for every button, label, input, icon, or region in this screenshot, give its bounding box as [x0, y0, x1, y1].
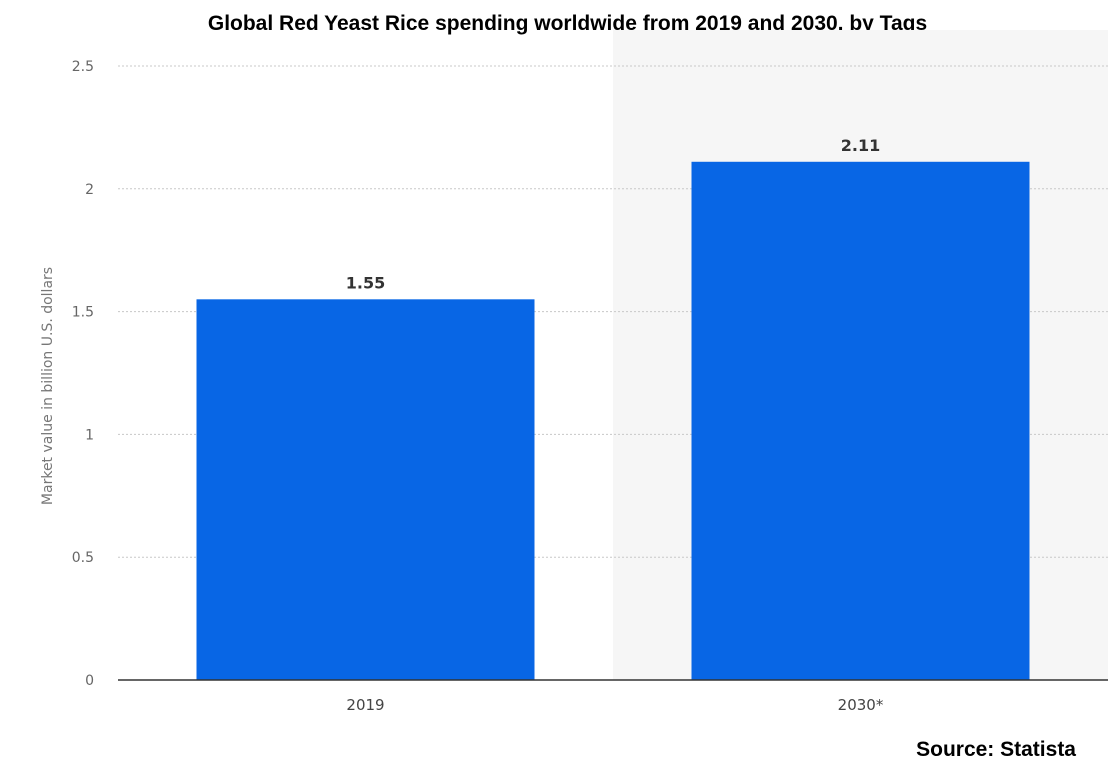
y-axis-label: Market value in billion U.S. dollars — [40, 267, 56, 505]
chart-title: Global Red Yeast Rice spending worldwide… — [207, 12, 928, 35]
data-labels: 1.55 2.11 — [346, 136, 880, 293]
bar — [196, 299, 535, 680]
source-note: Source: Statista — [916, 738, 1076, 761]
data-label: 2.11 — [841, 136, 880, 155]
y-tick-label: 2 — [85, 182, 94, 198]
bar — [691, 161, 1030, 680]
y-tick-label: 0.5 — [72, 550, 94, 566]
x-tick-label: 2030* — [838, 696, 884, 714]
y-tick-label: 1 — [85, 427, 94, 443]
y-tick-label: 2.5 — [72, 59, 94, 75]
bars — [196, 161, 1030, 680]
y-tick-label: 0 — [85, 673, 94, 689]
y-axis-ticks: 0 0.5 1 1.5 2 2.5 — [72, 59, 94, 689]
x-tick-label: 2019 — [346, 696, 384, 714]
data-label: 1.55 — [346, 273, 385, 292]
y-tick-label: 1.5 — [72, 305, 94, 321]
x-axis-ticks: 2019 2030* — [346, 696, 883, 714]
